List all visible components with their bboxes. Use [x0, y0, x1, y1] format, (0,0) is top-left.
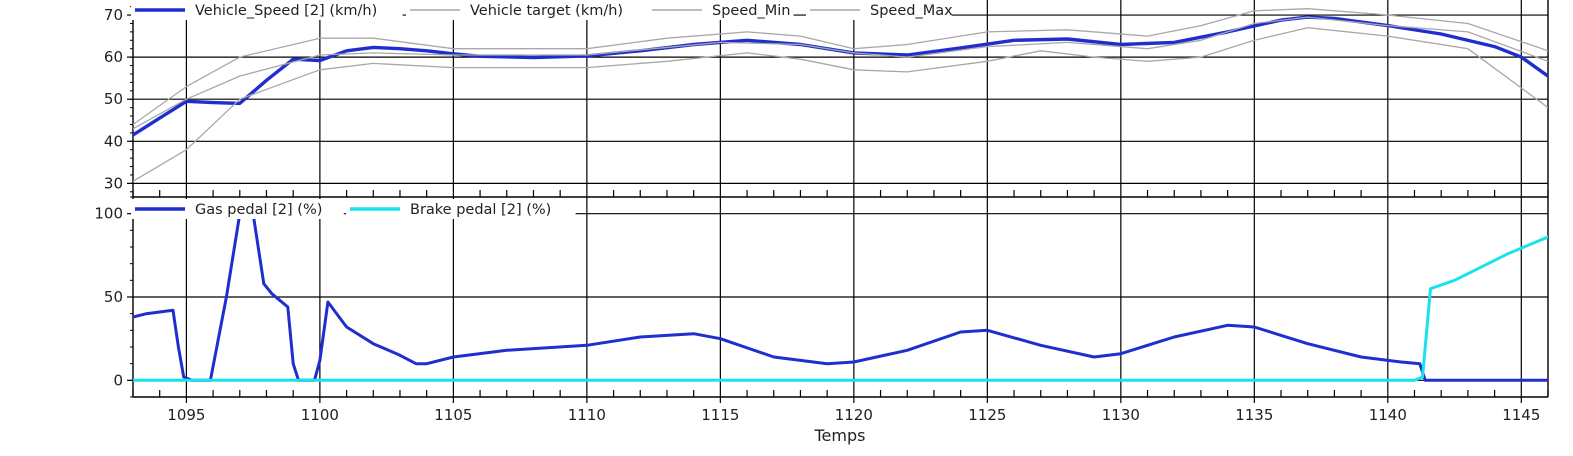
legend-bg: [131, 199, 344, 219]
speed-panel: 30 40 50 60 70 Vehicle_Speed [2] (km/h) Vehicl…: [104, 0, 1549, 198]
y-tick-label: 40: [104, 132, 123, 150]
series-group: [133, 212, 1548, 382]
legend-bg: [648, 0, 794, 20]
legend-bg: [806, 0, 952, 20]
x-axis-title: Temps: [814, 426, 866, 445]
x-tick-label: 1135: [1235, 406, 1273, 424]
x-tick-label: 1130: [1102, 406, 1140, 424]
y-tick-label: 50: [104, 90, 123, 108]
y-tick-label: 30: [104, 174, 123, 192]
y-tick-label: 70: [104, 6, 123, 24]
legend-bg: [406, 0, 653, 20]
x-tick-label: 1125: [968, 406, 1006, 424]
series-line-1: [133, 212, 1548, 382]
series-line-3: [133, 27, 1548, 182]
legend-bg: [346, 199, 576, 219]
pedal-panel: 0 50 100 Gas pedal [2] (%) Brake pedal [2] (…: [94, 196, 1549, 424]
y-tick-label: 60: [104, 48, 123, 66]
legend-label-4: Speed_Max: [870, 3, 953, 19]
series-line-1: [133, 15, 1548, 137]
legend-label-3: Speed_Min: [712, 3, 790, 19]
series-line-2: [133, 235, 1548, 382]
legend-label-2: Vehicle target (km/h): [470, 3, 623, 19]
x-tick-label: 1115: [701, 406, 739, 424]
x-tick-label: 1100: [301, 406, 339, 424]
legend-label-1: Gas pedal [2] (%): [195, 202, 322, 218]
series-group: [133, 8, 1548, 182]
series-line-2: [133, 16, 1548, 130]
legend-label-2: Brake pedal [2] (%): [410, 202, 551, 218]
legend-bg: [131, 0, 403, 20]
x-tick-label: 1110: [568, 406, 606, 424]
x-tick-label: 1140: [1369, 406, 1407, 424]
series-line-4: [133, 8, 1548, 126]
x-tick-label: 1120: [835, 406, 873, 424]
y-tick-label: 100: [94, 205, 123, 223]
x-tick-label: 1145: [1502, 406, 1540, 424]
y-tick-label: 0: [113, 371, 123, 389]
y-tick-label: 50: [104, 288, 123, 306]
legend-label-1: Vehicle_Speed [2] (km/h): [195, 3, 377, 19]
x-tick-label: 1095: [167, 406, 205, 424]
x-tick-label: 1105: [434, 406, 472, 424]
